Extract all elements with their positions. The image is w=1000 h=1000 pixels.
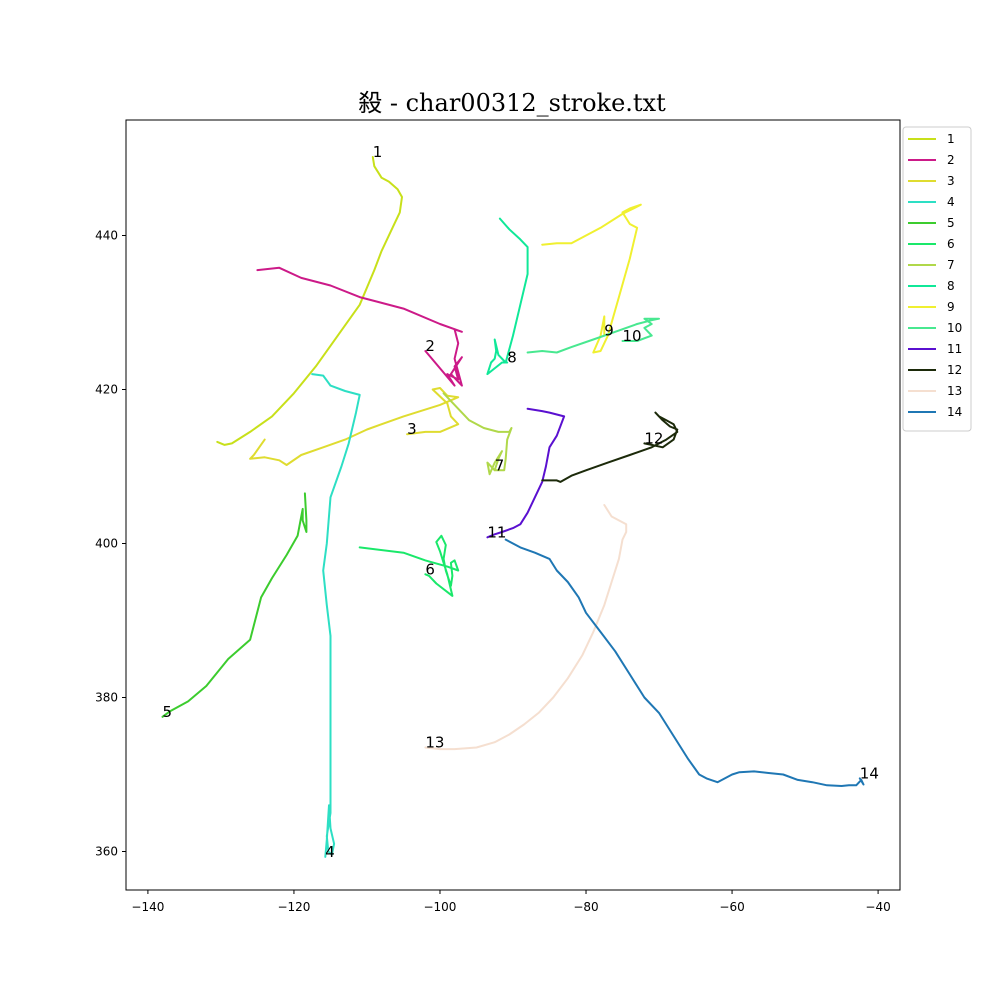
x-tick-label: −60	[719, 900, 744, 914]
stroke-number-13: 13	[425, 734, 444, 752]
stroke-line-2	[256, 266, 463, 387]
stroke-line-8	[486, 217, 529, 376]
stroke-line-1	[216, 156, 403, 446]
stroke-line-12	[541, 411, 679, 483]
legend-label-10: 10	[947, 321, 962, 335]
stroke-line-10	[526, 317, 660, 354]
legend-label-13: 13	[947, 384, 962, 398]
legend-label-4: 4	[947, 195, 955, 209]
y-tick-label: 420	[95, 383, 118, 397]
x-tick-label: −100	[423, 900, 456, 914]
legend-label-14: 14	[947, 405, 962, 419]
legend-label-2: 2	[947, 153, 955, 167]
legend-label-9: 9	[947, 300, 955, 314]
stroke-number-9: 9	[604, 322, 614, 340]
legend-label-5: 5	[947, 216, 955, 230]
legend-label-3: 3	[947, 174, 955, 188]
stroke-line-13	[424, 504, 628, 751]
series-layer	[161, 156, 865, 858]
legend-label-11: 11	[947, 342, 962, 356]
stroke-number-6: 6	[425, 560, 435, 578]
plot-frame	[125, 119, 901, 891]
stroke-number-7: 7	[495, 456, 505, 474]
stroke-line-5	[161, 492, 308, 718]
stroke-line-7	[442, 392, 513, 476]
stroke-number-3: 3	[407, 420, 417, 438]
y-tick-label: 400	[95, 537, 118, 551]
legend-label-8: 8	[947, 279, 955, 293]
stroke-line-14	[504, 538, 865, 787]
stroke-number-10: 10	[623, 327, 642, 345]
stroke-number-12: 12	[644, 429, 663, 447]
x-tick-label: −80	[573, 900, 598, 914]
stroke-number-8: 8	[507, 349, 517, 367]
legend-label-12: 12	[947, 363, 962, 377]
stroke-number-5: 5	[163, 703, 173, 721]
stroke-line-11	[486, 407, 566, 539]
stroke-number-14: 14	[860, 764, 879, 782]
stroke-number-2: 2	[425, 337, 435, 355]
legend-label-7: 7	[947, 258, 955, 272]
y-tick-label: 440	[95, 229, 118, 243]
stroke-number-1: 1	[373, 143, 383, 161]
stroke-line-4	[311, 373, 361, 858]
x-tick-label: −40	[865, 900, 890, 914]
stroke-line-9	[541, 203, 642, 354]
y-tick-label: 380	[95, 691, 118, 705]
stroke-number-4: 4	[325, 843, 335, 861]
stroke-number-11: 11	[487, 523, 506, 541]
legend-label-6: 6	[947, 237, 955, 251]
stroke-line-3	[249, 387, 460, 466]
x-tick-label: −140	[131, 900, 164, 914]
stroke-line-6	[358, 534, 460, 597]
chart-title: 殺 - char00312_stroke.txt	[358, 89, 666, 117]
y-tick-label: 360	[95, 845, 118, 859]
axes: −140 −120 −100 −80 −60 −40 360 380 400 420 440	[95, 229, 891, 915]
legend-label-1: 1	[947, 132, 955, 146]
x-tick-label: −120	[277, 900, 310, 914]
